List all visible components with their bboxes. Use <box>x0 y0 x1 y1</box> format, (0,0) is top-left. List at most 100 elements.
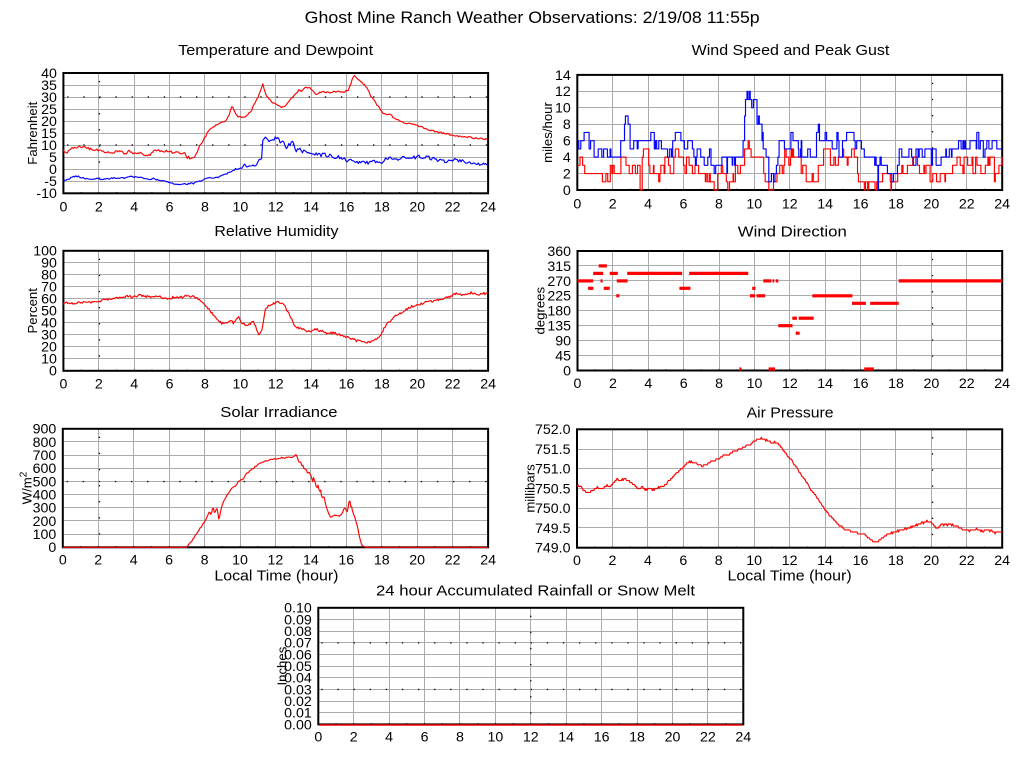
svg-text:14: 14 <box>303 553 319 569</box>
svg-text:4: 4 <box>644 553 652 569</box>
svg-text:14: 14 <box>303 200 319 216</box>
svg-text:18: 18 <box>888 376 904 392</box>
svg-text:24: 24 <box>994 376 1010 392</box>
svg-text:70: 70 <box>41 280 57 296</box>
svg-text:800: 800 <box>33 435 57 451</box>
svg-text:35: 35 <box>41 78 57 94</box>
svg-text:0: 0 <box>314 730 322 746</box>
svg-text:Local Time (hour): Local Time (hour) <box>728 568 852 585</box>
svg-text:8: 8 <box>201 200 209 216</box>
svg-text:20: 20 <box>665 730 681 746</box>
svg-text:30: 30 <box>41 328 57 344</box>
svg-text:-10: -10 <box>36 186 57 202</box>
svg-text:0: 0 <box>48 540 56 556</box>
svg-text:751.0: 751.0 <box>535 462 571 478</box>
svg-text:22: 22 <box>959 553 975 569</box>
svg-text:8: 8 <box>715 376 723 392</box>
svg-text:749.5: 749.5 <box>535 521 571 537</box>
svg-text:10: 10 <box>488 730 504 746</box>
svg-text:20: 20 <box>924 376 940 392</box>
svg-text:400: 400 <box>33 488 57 504</box>
svg-text:0: 0 <box>59 553 67 569</box>
svg-text:12: 12 <box>782 197 798 213</box>
svg-text:6: 6 <box>165 553 173 569</box>
svg-text:14: 14 <box>817 553 833 569</box>
svg-text:16: 16 <box>339 377 355 393</box>
svg-text:24: 24 <box>480 377 496 393</box>
svg-text:0.05: 0.05 <box>284 659 312 675</box>
svg-text:18: 18 <box>374 200 390 216</box>
svg-text:90: 90 <box>555 334 571 350</box>
svg-text:200: 200 <box>33 514 57 530</box>
svg-text:16: 16 <box>338 553 354 569</box>
svg-text:20: 20 <box>41 114 57 130</box>
svg-text:2: 2 <box>350 730 358 746</box>
svg-text:10: 10 <box>41 138 57 154</box>
svg-text:100: 100 <box>33 527 57 543</box>
svg-text:-5: -5 <box>44 174 57 190</box>
svg-text:12: 12 <box>268 200 284 216</box>
svg-text:2: 2 <box>94 553 102 569</box>
svg-text:millibars: millibars <box>523 464 538 513</box>
svg-text:20: 20 <box>409 200 425 216</box>
svg-text:40: 40 <box>41 66 57 82</box>
svg-text:16: 16 <box>339 200 355 216</box>
svg-text:14: 14 <box>817 376 833 392</box>
svg-text:18: 18 <box>888 553 904 569</box>
svg-text:2: 2 <box>609 197 617 213</box>
svg-text:18: 18 <box>888 197 904 213</box>
svg-text:Temperature and Dewpoint: Temperature and Dewpoint <box>178 42 374 59</box>
svg-text:10: 10 <box>233 377 249 393</box>
svg-text:6: 6 <box>166 377 174 393</box>
svg-text:Percent: Percent <box>25 288 40 334</box>
svg-text:10: 10 <box>555 101 571 117</box>
svg-text:90: 90 <box>41 256 57 272</box>
svg-text:4: 4 <box>130 553 138 569</box>
svg-text:20: 20 <box>41 340 57 356</box>
svg-text:14: 14 <box>303 377 319 393</box>
svg-text:6: 6 <box>680 376 688 392</box>
svg-text:Relative Humidity: Relative Humidity <box>214 223 339 240</box>
svg-text:4: 4 <box>385 730 393 746</box>
svg-text:700: 700 <box>33 448 57 464</box>
svg-text:8: 8 <box>563 117 571 133</box>
svg-text:0.06: 0.06 <box>284 647 312 663</box>
svg-text:12: 12 <box>523 730 539 746</box>
svg-text:22: 22 <box>445 377 461 393</box>
svg-text:degrees: degrees <box>533 286 548 334</box>
svg-text:0.07: 0.07 <box>284 636 312 652</box>
svg-text:0: 0 <box>49 364 57 380</box>
svg-text:24: 24 <box>735 730 751 746</box>
svg-text:500: 500 <box>33 474 57 490</box>
svg-text:0.09: 0.09 <box>284 612 312 628</box>
svg-text:20: 20 <box>409 553 425 569</box>
svg-text:4: 4 <box>644 197 652 213</box>
svg-text:24: 24 <box>994 553 1010 569</box>
svg-text:0: 0 <box>563 363 571 379</box>
svg-text:18: 18 <box>374 377 390 393</box>
svg-text:Local Time (hour): Local Time (hour) <box>214 568 338 585</box>
svg-text:0: 0 <box>59 377 67 393</box>
svg-text:4: 4 <box>130 377 138 393</box>
svg-text:22: 22 <box>700 730 716 746</box>
svg-text:8: 8 <box>201 553 209 569</box>
svg-text:0: 0 <box>574 376 582 392</box>
svg-text:24: 24 <box>480 553 496 569</box>
svg-text:25: 25 <box>41 102 57 118</box>
svg-text:22: 22 <box>445 200 461 216</box>
svg-text:16: 16 <box>853 553 869 569</box>
svg-text:14: 14 <box>555 68 571 84</box>
svg-text:752.0: 752.0 <box>535 422 571 438</box>
svg-text:0.03: 0.03 <box>284 682 312 698</box>
svg-text:2: 2 <box>95 377 103 393</box>
svg-text:0.10: 0.10 <box>284 601 312 617</box>
svg-text:8: 8 <box>456 730 464 746</box>
svg-text:miles/hour: miles/hour <box>540 101 555 162</box>
svg-text:10: 10 <box>233 200 249 216</box>
svg-text:14: 14 <box>817 197 833 213</box>
svg-text:W/m2: W/m2 <box>19 471 35 504</box>
svg-text:225: 225 <box>547 289 571 305</box>
svg-text:4: 4 <box>644 376 652 392</box>
svg-text:10: 10 <box>746 553 762 569</box>
svg-text:15: 15 <box>41 126 57 142</box>
